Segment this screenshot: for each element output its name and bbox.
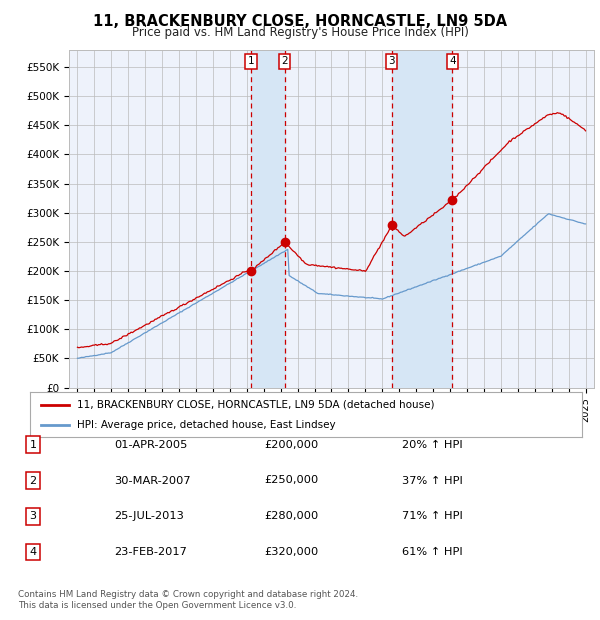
- Text: 20% ↑ HPI: 20% ↑ HPI: [402, 440, 463, 450]
- Text: 3: 3: [388, 56, 395, 66]
- Text: 2: 2: [29, 476, 37, 485]
- Text: 4: 4: [29, 547, 37, 557]
- Text: 4: 4: [449, 56, 456, 66]
- Text: 61% ↑ HPI: 61% ↑ HPI: [402, 547, 463, 557]
- Text: 25-JUL-2013: 25-JUL-2013: [114, 512, 184, 521]
- Text: 30-MAR-2007: 30-MAR-2007: [114, 476, 191, 485]
- Text: 1: 1: [29, 440, 37, 450]
- Text: 11, BRACKENBURY CLOSE, HORNCASTLE, LN9 5DA: 11, BRACKENBURY CLOSE, HORNCASTLE, LN9 5…: [93, 14, 507, 29]
- Text: This data is licensed under the Open Government Licence v3.0.: This data is licensed under the Open Gov…: [18, 601, 296, 611]
- Text: Contains HM Land Registry data © Crown copyright and database right 2024.: Contains HM Land Registry data © Crown c…: [18, 590, 358, 600]
- Text: 71% ↑ HPI: 71% ↑ HPI: [402, 512, 463, 521]
- Text: 2: 2: [281, 56, 288, 66]
- Bar: [251, 50, 285, 388]
- Text: 1: 1: [248, 56, 254, 66]
- Text: £200,000: £200,000: [264, 440, 318, 450]
- Text: 37% ↑ HPI: 37% ↑ HPI: [402, 476, 463, 485]
- Text: 11, BRACKENBURY CLOSE, HORNCASTLE, LN9 5DA (detached house): 11, BRACKENBURY CLOSE, HORNCASTLE, LN9 5…: [77, 399, 434, 410]
- Text: 3: 3: [29, 512, 37, 521]
- Text: £250,000: £250,000: [264, 476, 318, 485]
- Text: 01-APR-2005: 01-APR-2005: [114, 440, 187, 450]
- Text: Price paid vs. HM Land Registry's House Price Index (HPI): Price paid vs. HM Land Registry's House …: [131, 26, 469, 39]
- Bar: [392, 50, 452, 388]
- Text: HPI: Average price, detached house, East Lindsey: HPI: Average price, detached house, East…: [77, 420, 335, 430]
- Text: 23-FEB-2017: 23-FEB-2017: [114, 547, 187, 557]
- Text: £280,000: £280,000: [264, 512, 318, 521]
- Text: £320,000: £320,000: [264, 547, 318, 557]
